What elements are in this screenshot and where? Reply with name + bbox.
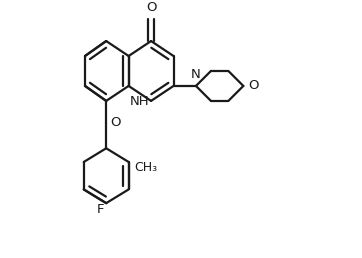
Text: F: F	[97, 203, 104, 216]
Text: O: O	[146, 1, 156, 14]
Text: O: O	[248, 79, 258, 92]
Text: O: O	[110, 116, 121, 128]
Text: CH₃: CH₃	[134, 162, 157, 174]
Text: N: N	[191, 68, 201, 82]
Text: NH: NH	[130, 95, 149, 108]
